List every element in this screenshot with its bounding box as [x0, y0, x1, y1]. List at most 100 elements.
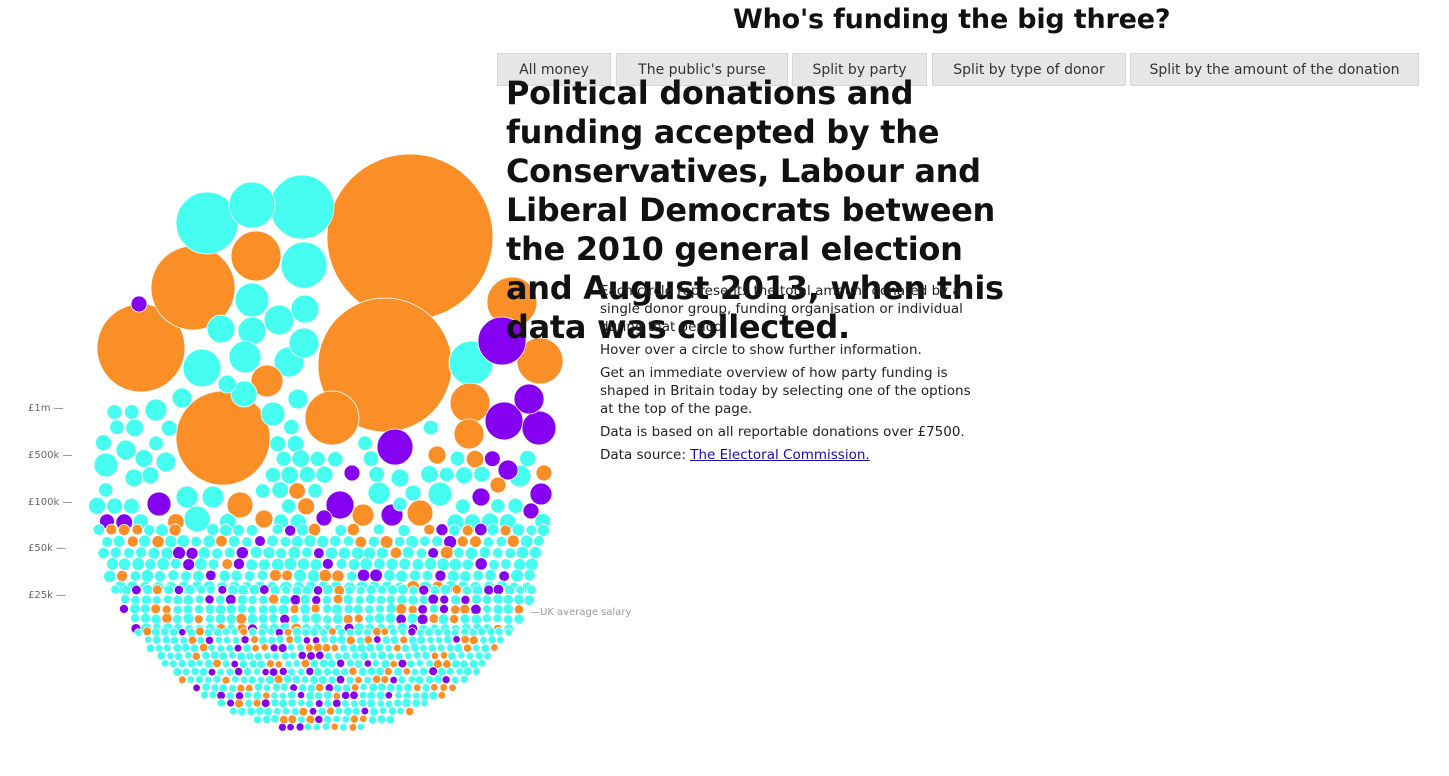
- conservative-donor-bubble[interactable]: [459, 570, 472, 583]
- libdem-donor-bubble[interactable]: [224, 593, 237, 606]
- conservative-donor-bubble[interactable]: [162, 643, 172, 653]
- conservative-donor-bubble[interactable]: [287, 388, 309, 410]
- conservative-donor-bubble[interactable]: [180, 642, 190, 653]
- conservative-donor-bubble[interactable]: [98, 482, 114, 498]
- conservative-donor-bubble[interactable]: [355, 585, 366, 596]
- libdem-donor-bubble[interactable]: [295, 722, 305, 732]
- conservative-donor-bubble[interactable]: [384, 699, 394, 709]
- labour-donor-bubble[interactable]: [350, 683, 360, 692]
- labour-donor-bubble[interactable]: [389, 659, 398, 669]
- labour-donor-bubble[interactable]: [168, 523, 182, 537]
- conservative-donor-bubble[interactable]: [331, 603, 343, 616]
- conservative-donor-bubble[interactable]: [151, 595, 162, 606]
- conservative-donor-bubble[interactable]: [415, 547, 428, 559]
- libdem-donor-bubble[interactable]: [233, 643, 243, 653]
- conservative-donor-bubble[interactable]: [459, 613, 471, 625]
- conservative-donor-bubble[interactable]: [248, 583, 260, 596]
- conservative-donor-bubble[interactable]: [173, 651, 184, 661]
- conservative-donor-bubble[interactable]: [296, 557, 311, 571]
- conservative-donor-bubble[interactable]: [468, 627, 478, 637]
- conservative-donor-bubble[interactable]: [270, 714, 280, 724]
- libdem-donor-bubble[interactable]: [235, 546, 249, 560]
- conservative-donor-bubble[interactable]: [169, 557, 182, 570]
- conservative-donor-bubble[interactable]: [236, 603, 248, 614]
- conservative-donor-bubble[interactable]: [280, 465, 299, 485]
- libdem-donor-bubble[interactable]: [332, 698, 342, 709]
- conservative-donor-bubble[interactable]: [169, 659, 178, 669]
- conservative-donor-bubble[interactable]: [258, 594, 269, 606]
- labour-donor-bubble[interactable]: [383, 667, 393, 676]
- conservative-donor-bubble[interactable]: [428, 690, 439, 701]
- conservative-donor-bubble[interactable]: [183, 650, 193, 660]
- libdem-donor-bubble[interactable]: [259, 584, 270, 595]
- conservative-donor-bubble[interactable]: [134, 628, 143, 637]
- conservative-donor-bubble[interactable]: [367, 715, 378, 725]
- conservative-donor-bubble[interactable]: [123, 404, 140, 420]
- labour-donor-bubble[interactable]: [300, 658, 311, 669]
- conservative-donor-bubble[interactable]: [397, 583, 409, 596]
- conservative-donor-bubble[interactable]: [433, 674, 443, 684]
- conservative-donor-bubble[interactable]: [321, 594, 332, 605]
- conservative-donor-bubble[interactable]: [356, 722, 366, 731]
- conservative-donor-bubble[interactable]: [406, 659, 416, 669]
- conservative-donor-bubble[interactable]: [301, 627, 311, 637]
- conservative-donor-bubble[interactable]: [221, 627, 231, 636]
- conservative-donor-bubble[interactable]: [309, 675, 319, 685]
- labour-donor-bubble[interactable]: [262, 691, 271, 700]
- conservative-donor-bubble[interactable]: [179, 570, 192, 583]
- libdem-donor-bubble[interactable]: [529, 482, 553, 506]
- conservative-donor-bubble[interactable]: [418, 666, 429, 676]
- conservative-donor-bubble[interactable]: [229, 706, 238, 716]
- conservative-donor-bubble[interactable]: [221, 659, 231, 669]
- conservative-donor-bubble[interactable]: [203, 628, 213, 638]
- libdem-donor-bubble[interactable]: [389, 675, 398, 685]
- conservative-donor-bubble[interactable]: [358, 690, 368, 700]
- conservative-donor-bubble[interactable]: [255, 706, 265, 716]
- libdem-donor-bubble[interactable]: [302, 636, 311, 645]
- conservative-donor-bubble[interactable]: [297, 715, 306, 724]
- labour-donor-bubble[interactable]: [430, 683, 439, 692]
- conservative-donor-bubble[interactable]: [228, 683, 237, 693]
- conservative-donor-bubble[interactable]: [171, 613, 183, 625]
- conservative-donor-bubble[interactable]: [345, 658, 355, 668]
- labour-donor-bubble[interactable]: [348, 666, 358, 676]
- conservative-donor-bubble[interactable]: [140, 612, 152, 624]
- conservative-donor-bubble[interactable]: [231, 636, 241, 645]
- conservative-donor-bubble[interactable]: [218, 651, 229, 661]
- libdem-donor-bubble[interactable]: [232, 557, 245, 571]
- libdem-donor-bubble[interactable]: [325, 490, 355, 520]
- conservative-donor-bubble[interactable]: [374, 642, 385, 653]
- conservative-donor-bubble[interactable]: [289, 613, 300, 624]
- conservative-donor-bubble[interactable]: [393, 667, 403, 677]
- conservative-donor-bubble[interactable]: [503, 614, 514, 625]
- conservative-donor-bubble[interactable]: [371, 659, 381, 668]
- conservative-donor-bubble[interactable]: [310, 612, 322, 625]
- conservative-donor-bubble[interactable]: [223, 546, 236, 559]
- conservative-donor-bubble[interactable]: [110, 584, 121, 595]
- labour-donor-bubble[interactable]: [273, 674, 284, 685]
- conservative-donor-bubble[interactable]: [401, 697, 412, 708]
- conservative-donor-bubble[interactable]: [245, 651, 255, 661]
- conservative-donor-bubble[interactable]: [246, 604, 257, 615]
- libdem-donor-bubble[interactable]: [356, 568, 371, 582]
- conservative-donor-bubble[interactable]: [105, 557, 120, 571]
- conservative-donor-bubble[interactable]: [316, 534, 330, 549]
- conservative-donor-bubble[interactable]: [281, 498, 297, 514]
- libdem-donor-bubble[interactable]: [305, 666, 315, 676]
- conservative-donor-bubble[interactable]: [375, 690, 386, 701]
- conservative-donor-bubble[interactable]: [155, 451, 177, 473]
- conservative-donor-bubble[interactable]: [352, 603, 364, 615]
- labour-donor-bubble[interactable]: [297, 497, 316, 516]
- conservative-donor-bubble[interactable]: [510, 568, 524, 583]
- conservative-donor-bubble[interactable]: [332, 613, 344, 625]
- conservative-donor-bubble[interactable]: [339, 723, 348, 732]
- libdem-donor-bubble[interactable]: [240, 635, 250, 645]
- conservative-donor-bubble[interactable]: [494, 626, 504, 636]
- conservative-donor-bubble[interactable]: [309, 558, 323, 571]
- labour-donor-bubble[interactable]: [215, 534, 228, 548]
- conservative-donor-bubble[interactable]: [407, 675, 417, 684]
- labour-donor-bubble[interactable]: [281, 569, 293, 582]
- conservative-donor-bubble[interactable]: [138, 534, 152, 548]
- conservative-donor-bubble[interactable]: [262, 546, 276, 560]
- labour-donor-bubble[interactable]: [226, 491, 254, 519]
